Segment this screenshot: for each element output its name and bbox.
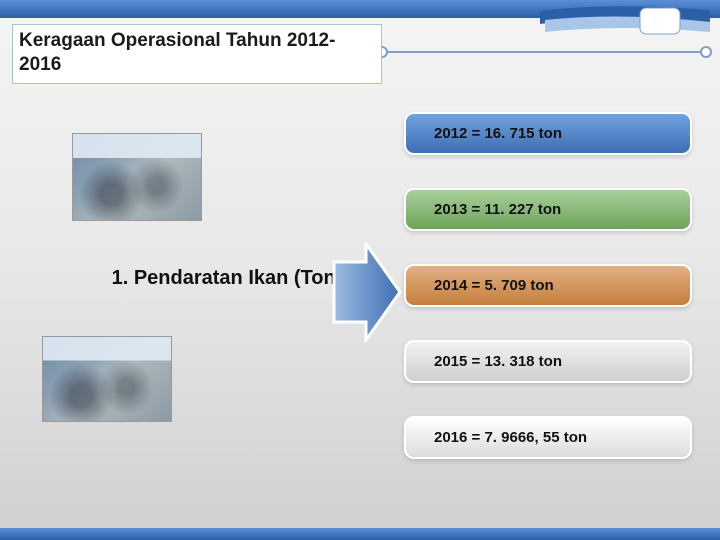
- section-label: 1. Pendaratan Ikan (Ton): [102, 266, 352, 291]
- harbor-photo-2: [42, 336, 172, 422]
- bar-text: 2014 = 5. 709 ton: [434, 277, 554, 294]
- bar-2015: 2015 = 13. 318 ton: [404, 340, 692, 383]
- arrow-icon: [332, 242, 402, 342]
- bar-2013: 2013 = 11. 227 ton: [404, 188, 692, 231]
- corner-ornament: [540, 2, 710, 47]
- bar-2012: 2012 = 16. 715 ton: [404, 112, 692, 155]
- bar-text: 2013 = 11. 227 ton: [434, 201, 561, 218]
- bottom-bar: [0, 528, 720, 540]
- harbor-photo-1: [72, 133, 202, 221]
- bar-2016: 2016 = 7. 9666, 55 ton: [404, 416, 692, 459]
- bar-2014: 2014 = 5. 709 ton: [404, 264, 692, 307]
- data-bars: 2012 = 16. 715 ton 2013 = 11. 227 ton 20…: [404, 112, 692, 459]
- title-box: Keragaan Operasional Tahun 2012-2016: [12, 24, 382, 84]
- page-title: Keragaan Operasional Tahun 2012-2016: [19, 29, 373, 77]
- bar-text: 2012 = 16. 715 ton: [434, 125, 562, 142]
- bar-text: 2015 = 13. 318 ton: [434, 353, 562, 370]
- bar-text: 2016 = 7. 9666, 55 ton: [434, 429, 587, 446]
- title-connector: [382, 45, 712, 59]
